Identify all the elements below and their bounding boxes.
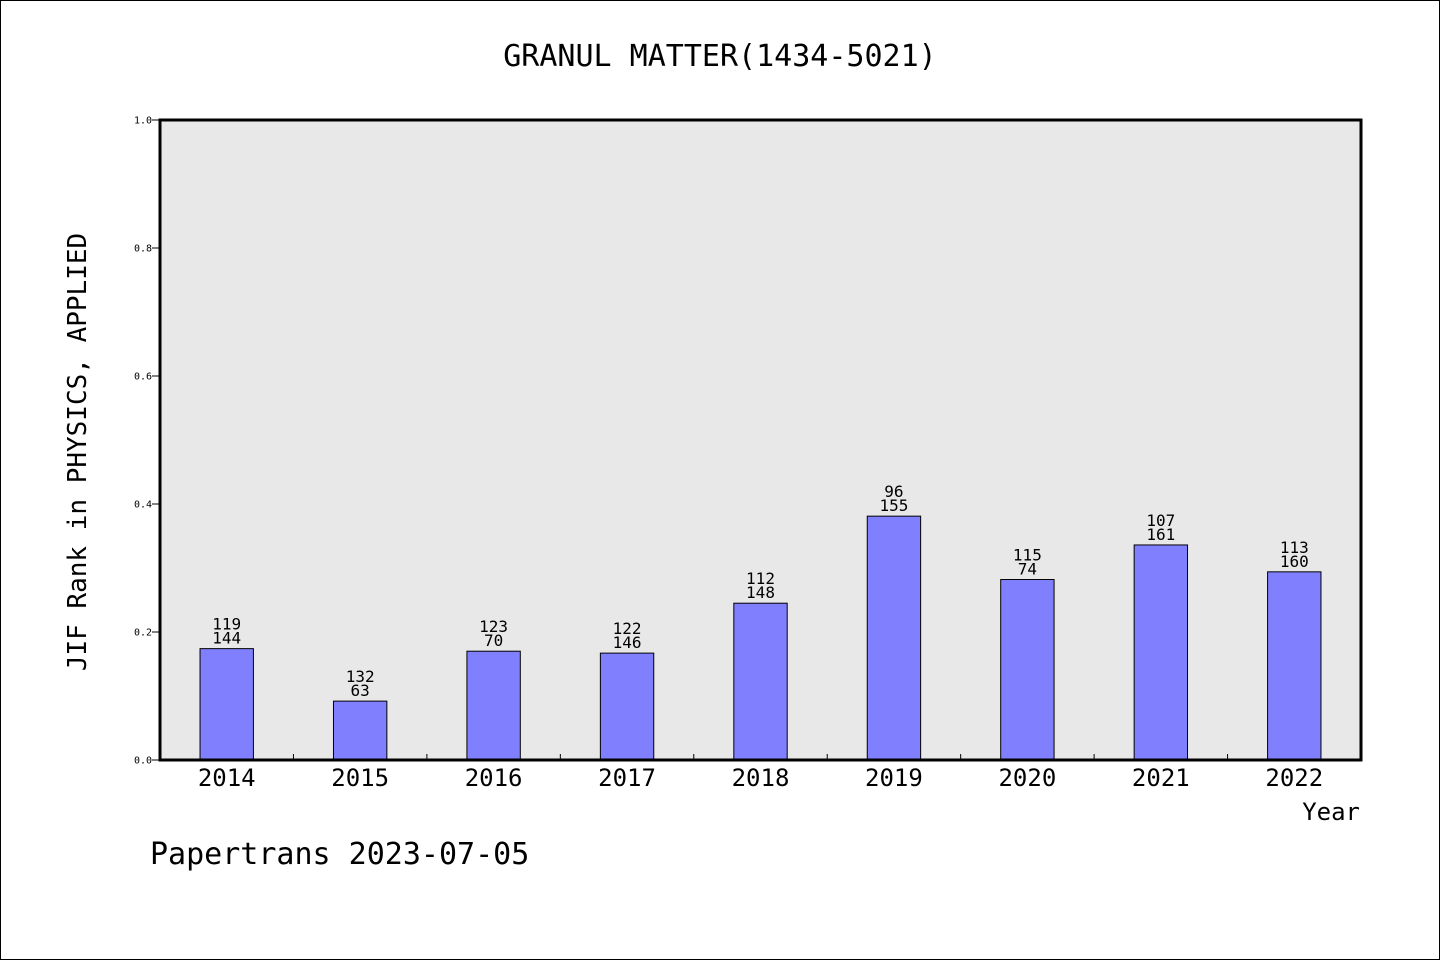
bar-total-label: 160	[1280, 552, 1309, 571]
bar-2022	[1267, 571, 1322, 761]
bar-total-label: 148	[746, 583, 775, 602]
y-tick-label: 0.8	[134, 244, 152, 255]
x-tick-label: 2015	[331, 764, 389, 792]
x-tick-label: 2016	[465, 764, 523, 792]
bar-2017	[599, 652, 655, 761]
bar-2020	[1000, 579, 1055, 761]
bar-rank-label: 132	[346, 667, 375, 686]
bar-total-label: 74	[1018, 560, 1037, 579]
bar-rank-label: 115	[1013, 546, 1042, 565]
bar-2015	[332, 700, 388, 761]
y-tick-label: 1.0	[134, 116, 152, 127]
bar-rank-label: 123	[479, 617, 508, 636]
y-axis-ticks: 0.0 0.2 0.4 0.6 0.8 1.0	[134, 116, 160, 767]
bar-rank-label: 96	[884, 482, 903, 501]
plot-border	[158, 118, 1363, 762]
bar-2019	[866, 515, 922, 761]
x-tick-label: 2014	[198, 764, 256, 792]
bar-rank-label: 107	[1146, 511, 1175, 530]
bar-total-label: 146	[613, 633, 642, 652]
y-tick-label: 0.0	[134, 756, 152, 767]
bar-total-label: 161	[1146, 525, 1175, 544]
x-tick-label: 2020	[998, 764, 1056, 792]
y-tick-label: 0.6	[134, 372, 152, 383]
bar-2018	[733, 602, 788, 761]
x-tick-label: 2022	[1265, 764, 1323, 792]
footer-credit: Papertrans 2023-07-05	[150, 837, 529, 872]
x-tick-label: 2017	[598, 764, 656, 792]
y-tick-label: 0.4	[134, 500, 152, 511]
bar-2014	[199, 648, 254, 761]
bar-rank-label: 122	[613, 619, 642, 638]
x-axis-ticks: 2014 2015 2016 2017 2018 2019 2020 2021 2022	[198, 754, 1323, 792]
bars-group	[199, 515, 1322, 761]
bar-rank-label: 112	[746, 569, 775, 588]
y-tick-label: 0.2	[134, 628, 152, 639]
y-axis-label: JIF Rank in PHYSICS, APPLIED	[63, 233, 93, 671]
chart-title: GRANUL MATTER(1434-5021)	[503, 39, 936, 74]
bar-rank-label: 113	[1280, 538, 1309, 557]
x-tick-label: 2019	[865, 764, 923, 792]
x-tick-label: 2018	[732, 764, 790, 792]
bar-2021	[1133, 544, 1189, 761]
bar-2016	[466, 650, 521, 761]
bar-total-label: 70	[484, 631, 503, 650]
bar-total-label: 63	[351, 681, 370, 700]
bar-total-label: 144	[212, 629, 241, 648]
bar-total-label: 155	[879, 496, 908, 515]
bar-rank-label: 119	[212, 615, 241, 634]
x-axis-label: Year	[1302, 798, 1360, 826]
x-tick-label: 2021	[1132, 764, 1190, 792]
